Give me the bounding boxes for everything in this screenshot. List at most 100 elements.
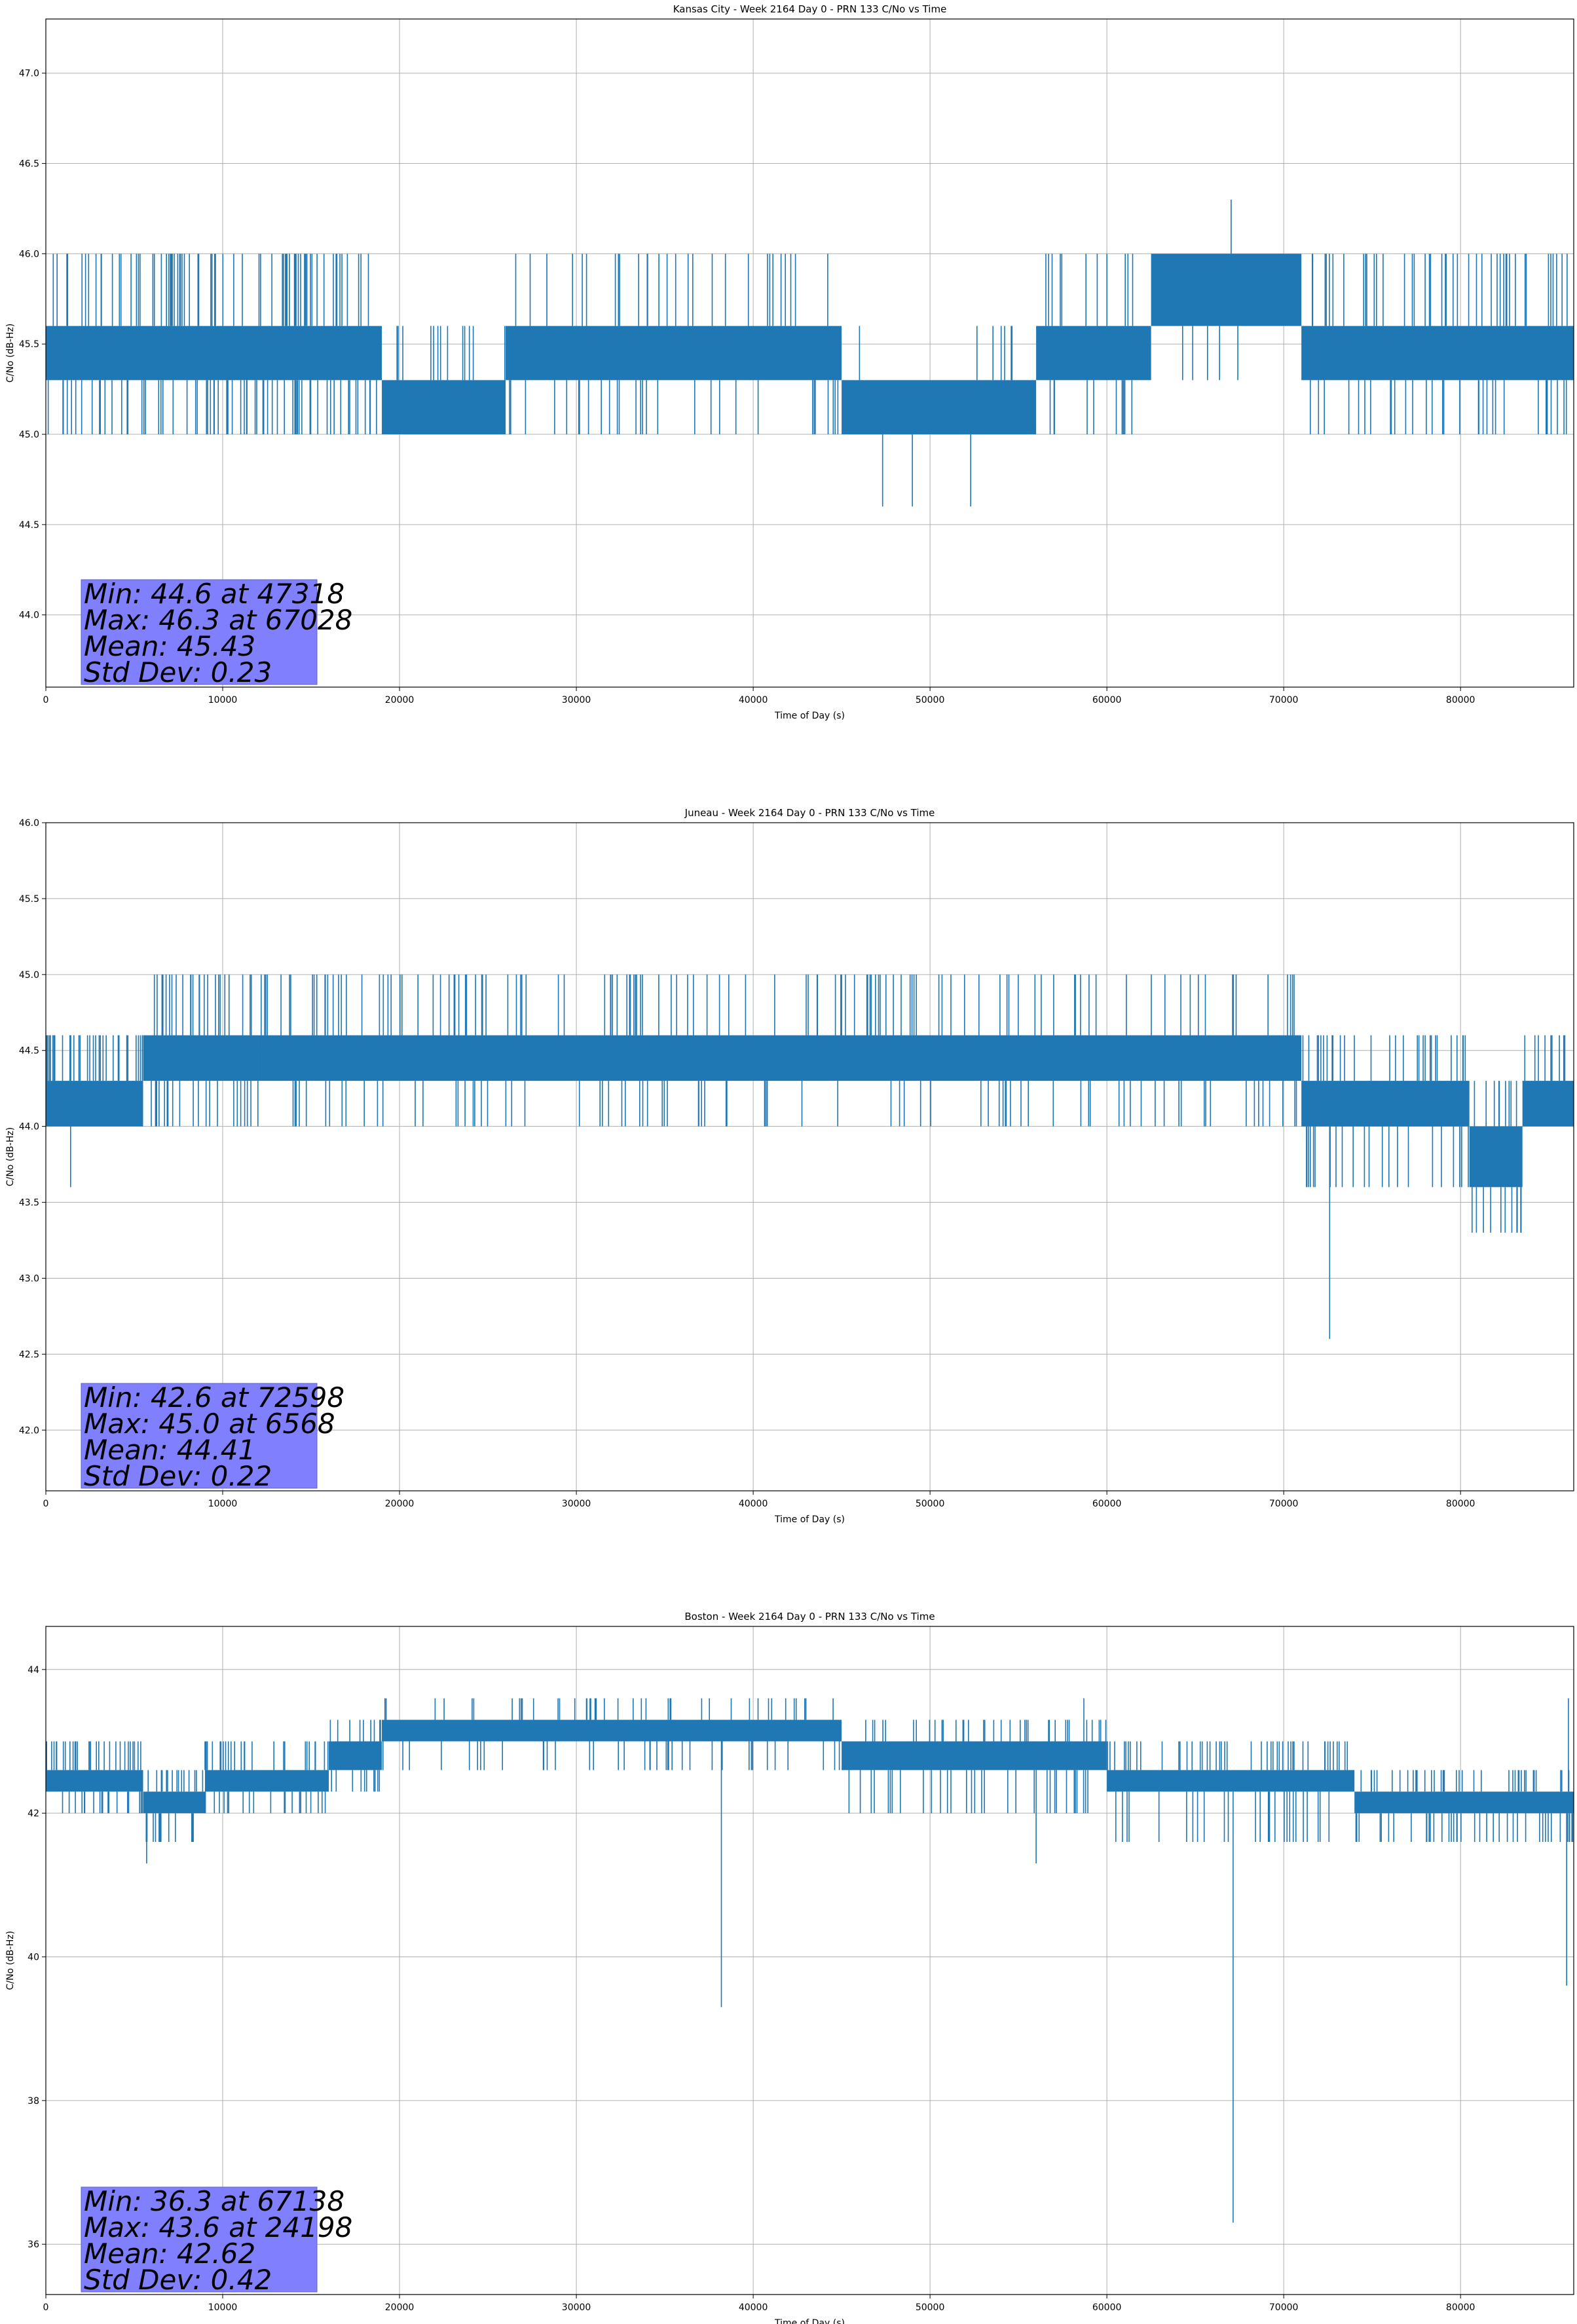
series-band: [329, 1741, 382, 1771]
x-tick-label: 60000: [1092, 2302, 1122, 2313]
y-tick-label: 43.5: [19, 1198, 39, 1209]
y-axis-label: C/No (dB-Hz): [5, 324, 16, 383]
x-tick-label: 50000: [916, 695, 945, 705]
series-band: [1469, 1126, 1523, 1188]
series-band: [143, 1791, 206, 1814]
x-tick-label: 70000: [1269, 695, 1299, 705]
series-band: [842, 380, 1037, 435]
stats-line: Min: 42.6 at 72598: [84, 1381, 344, 1414]
y-tick-label: 44.5: [19, 520, 39, 531]
y-tick-label: 44.0: [19, 1122, 39, 1133]
stats-line: Std Dev: 0.42: [84, 2264, 272, 2296]
x-axis-label: Time of Day (s): [774, 711, 845, 721]
plot-frame: [45, 822, 1574, 1491]
x-tick-label: 20000: [385, 695, 415, 705]
x-tick-label: 30000: [562, 695, 591, 705]
y-tick-label: 46.0: [19, 249, 39, 259]
plot-frame: [45, 1626, 1574, 2295]
series-band: [1036, 326, 1151, 381]
stats-line: Min: 44.6 at 47318: [84, 578, 344, 610]
x-tick-label: 20000: [385, 1499, 415, 1509]
y-tick-label: 45.5: [19, 339, 39, 350]
y-tick-label: 46.5: [19, 159, 39, 170]
x-tick-label: 80000: [1446, 695, 1475, 705]
x-tick-label: 50000: [916, 1499, 945, 1509]
chart-panel: 0 10000 20000 30000 40000 50000 60000 70000 8000…: [5, 3, 1574, 721]
x-tick-label: 0: [43, 2302, 49, 2313]
x-tick-label: 50000: [916, 2302, 945, 2313]
series-band: [382, 1719, 842, 1742]
y-tick-label: 44.5: [19, 1046, 39, 1057]
x-tick-label: 40000: [739, 695, 768, 705]
series-band: [46, 326, 382, 381]
stats-line: Mean: 42.62: [84, 2238, 255, 2270]
plot-frame: [45, 18, 1574, 688]
x-tick-label: 60000: [1092, 1499, 1122, 1509]
x-tick-label: 40000: [739, 1499, 768, 1509]
stats-line: Min: 36.3 at 67138: [84, 2185, 344, 2217]
x-tick-label: 10000: [208, 695, 238, 705]
series-band: [46, 1770, 143, 1792]
x-tick-label: 0: [43, 695, 49, 705]
series-band: [382, 380, 506, 435]
y-tick-label: 45.5: [19, 894, 39, 905]
y-axis-label: C/No (dB-Hz): [5, 1127, 16, 1186]
y-axis-label: C/No (dB-Hz): [5, 1931, 16, 1990]
series-band: [143, 1035, 259, 1081]
chart-title: Juneau - Week 2164 Day 0 - PRN 133 C/No …: [684, 807, 935, 819]
x-tick-label: 10000: [208, 2302, 238, 2313]
y-tick-label: 38: [28, 2096, 39, 2107]
stats-box: [81, 1383, 318, 1489]
x-tick-label: 70000: [1269, 2302, 1299, 2313]
x-tick-label: 30000: [562, 1499, 591, 1509]
y-tick-label: 47.0: [19, 69, 39, 79]
stats-line: Std Dev: 0.23: [84, 656, 272, 688]
series-band: [1522, 1081, 1574, 1127]
x-axis-label: Time of Day (s): [774, 2318, 845, 2324]
x-tick-label: 70000: [1269, 1499, 1299, 1509]
y-tick-label: 40: [28, 1953, 39, 1963]
series-band: [1301, 326, 1574, 381]
series-band: [506, 326, 842, 381]
stats-box: [81, 579, 318, 685]
x-tick-label: 0: [43, 1499, 49, 1509]
series-band: [1151, 253, 1302, 326]
series-band: [842, 1741, 1107, 1771]
y-tick-label: 44: [28, 1665, 39, 1676]
chart-panel: 0 10000 20000 30000 40000 50000 60000 70000 8000…: [5, 807, 1574, 1525]
y-tick-label: 43.0: [19, 1273, 39, 1284]
y-tick-label: 36: [28, 2240, 39, 2250]
stats-line: Max: 43.6 at 24198: [84, 2211, 352, 2243]
series-band: [46, 1081, 143, 1127]
chart-panel: 0 10000 20000 30000 40000 50000 60000 70000 8000…: [5, 1611, 1574, 2324]
x-tick-label: 60000: [1092, 695, 1122, 705]
y-tick-label: 46.0: [19, 818, 39, 829]
x-tick-label: 80000: [1446, 2302, 1475, 2313]
x-tick-label: 40000: [739, 2302, 768, 2313]
y-tick-label: 42: [28, 1809, 39, 1819]
stats-line: Mean: 44.41: [84, 1434, 255, 1466]
x-tick-label: 10000: [208, 1499, 238, 1509]
stats-line: Mean: 45.43: [84, 630, 255, 662]
y-tick-label: 45.0: [19, 430, 39, 440]
series-band: [258, 1035, 1302, 1081]
series-band: [1354, 1791, 1574, 1814]
chart-title: Boston - Week 2164 Day 0 - PRN 133 C/No …: [684, 1611, 935, 1622]
stats-line: Max: 45.0 at 6568: [84, 1408, 335, 1440]
y-tick-label: 45.0: [19, 970, 39, 981]
x-tick-label: 80000: [1446, 1499, 1475, 1509]
x-axis-label: Time of Day (s): [774, 1514, 845, 1525]
y-tick-label: 44.0: [19, 610, 39, 621]
x-tick-label: 30000: [562, 2302, 591, 2313]
series-band: [1301, 1081, 1470, 1127]
y-tick-label: 42.5: [19, 1349, 39, 1360]
series-line: [46, 974, 1566, 1340]
stats-box: [81, 2186, 318, 2293]
stats-line: Max: 46.3 at 67028: [84, 604, 352, 636]
stats-line: Std Dev: 0.22: [84, 1460, 272, 1492]
x-tick-label: 20000: [385, 2302, 415, 2313]
y-tick-label: 42.0: [19, 1425, 39, 1436]
series-band: [1107, 1770, 1355, 1792]
series-band: [205, 1770, 329, 1792]
